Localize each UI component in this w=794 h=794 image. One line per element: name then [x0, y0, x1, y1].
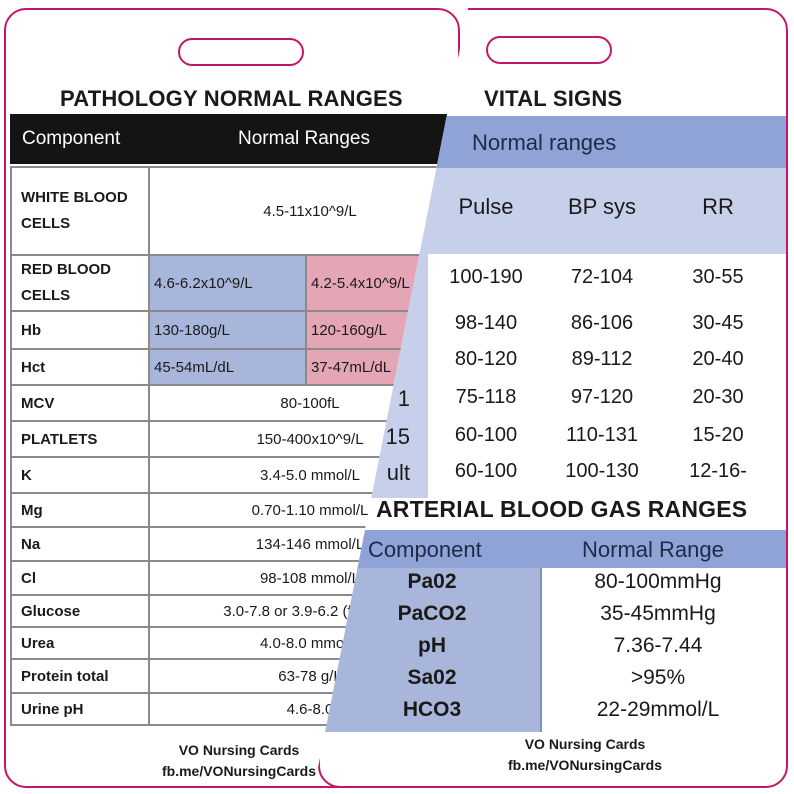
abg-component-column	[320, 568, 540, 732]
male-range-cell: 130-180g/L	[148, 310, 307, 350]
abg-column-divider	[540, 568, 542, 732]
abg-title: ARTERIAL BLOOD GAS RANGES	[376, 496, 748, 522]
component-cell: Hb	[10, 310, 150, 350]
rr-value: 15-20	[692, 424, 744, 446]
brand-link: fb.me/VONursingCards	[507, 757, 663, 773]
component-cell: RED BLOOD CELLS	[10, 254, 150, 312]
lanyard-slot	[486, 36, 612, 64]
component-cell: MCV	[10, 384, 150, 422]
column-pulse: Pulse	[458, 194, 514, 219]
table-row: RED BLOOD CELLS 4.6-6.2x10^9/L 4.2-5.4x1…	[10, 254, 458, 312]
normal-ranges-label: Normal ranges	[472, 130, 617, 155]
bp-sys-value: 89-112	[571, 348, 633, 370]
column-rr: RR	[702, 194, 734, 219]
component-cell: Hct	[10, 348, 150, 386]
pulse-value: 98-140	[454, 312, 518, 334]
brand-link: fb.me/VONursingCards	[161, 763, 317, 779]
bp-sys-value: 97-120	[570, 386, 634, 408]
pathology-footer: VO Nursing Cards fb.me/VONursingCards	[124, 740, 354, 782]
pulse-value: 60-100	[454, 460, 518, 482]
bp-sys-value: 110-131	[566, 424, 638, 446]
rr-value: 12-16-	[689, 460, 747, 482]
bp-sys-value: 100-130	[565, 460, 639, 482]
component-cell: Cl	[10, 560, 150, 596]
component-cell: K	[10, 456, 150, 494]
pathology-card: PATHOLOGY NORMAL RANGES Component Normal…	[4, 8, 460, 788]
age-label: 15	[385, 424, 410, 449]
component-cell: Glucose	[10, 594, 150, 628]
bp-sys-value: 86-106	[570, 312, 634, 334]
component-cell: Mg	[10, 492, 150, 528]
table-row: Hct 45-54mL/dL 37-47mL/dL	[10, 348, 458, 386]
abg-value: 22-29mmol/L	[596, 698, 720, 721]
rr-value: 20-40	[692, 348, 744, 370]
brand-name: VO Nursing Cards	[524, 736, 646, 752]
age-label: ult	[386, 460, 410, 485]
lanyard-slot	[178, 38, 304, 66]
component-cell: Urine pH	[10, 692, 150, 726]
rr-value: 20-30	[692, 386, 744, 408]
component-cell: Na	[10, 526, 150, 562]
table-row: Hb 130-180g/L 120-160g/L	[10, 310, 458, 350]
age-label: 1	[397, 386, 410, 411]
component-cell: Protein total	[10, 658, 150, 694]
abg-component: PaCO2	[397, 602, 467, 625]
column-bp-sys: BP sys	[567, 194, 637, 219]
abg-table-header: Component Normal Range	[320, 530, 786, 568]
pulse-value: 80-120	[454, 348, 518, 370]
male-range-cell: 4.6-6.2x10^9/L	[148, 254, 307, 312]
table-row: WHITE BLOOD CELLS 4.5-11x10^9/L	[10, 166, 458, 256]
header-normal-ranges: Normal Ranges	[238, 128, 370, 149]
pathology-table-header: Component Normal Ranges	[10, 114, 458, 164]
table-row: Glucose 3.0-7.8 or 3.9-6.2 (fasting)	[10, 594, 458, 628]
vital-signs-title: VITAL SIGNS	[484, 86, 623, 111]
table-row: Cl 98-108 mmol/L	[10, 560, 458, 596]
abg-value: >95%	[630, 666, 686, 689]
range-cell: 4.5-11x10^9/L	[148, 166, 458, 256]
male-range-cell: 45-54mL/dL	[148, 348, 307, 386]
abg-component: Sa02	[407, 666, 457, 689]
rr-value: 30-55	[692, 266, 744, 288]
table-row: Na 134-146 mmol/L	[10, 526, 458, 562]
abg-value: 35-45mmHg	[600, 602, 716, 625]
abg-value: 80-100mmHg	[594, 570, 722, 593]
pathology-table: WHITE BLOOD CELLS 4.5-11x10^9/L RED BLOO…	[10, 166, 458, 726]
pulse-value: 60-100	[454, 424, 518, 446]
abg-header-component: Component	[368, 537, 482, 562]
brand-name: VO Nursing Cards	[178, 742, 300, 758]
pulse-value: 100-190	[449, 266, 523, 288]
abg-component: Pa02	[407, 570, 457, 593]
abg-component: HCO3	[402, 698, 462, 721]
rr-value: 30-45	[692, 312, 744, 334]
bp-sys-value: 72-104	[570, 266, 634, 288]
component-cell: WHITE BLOOD CELLS	[10, 166, 150, 256]
abg-value: 7.36-7.44	[613, 634, 703, 657]
abg-component: pH	[418, 634, 446, 657]
component-cell: PLATLETS	[10, 420, 150, 458]
pulse-value: 75-118	[455, 386, 517, 408]
abg-header-normal-range: Normal Range	[582, 537, 724, 562]
component-cell: Urea	[10, 626, 150, 660]
header-component: Component	[22, 128, 121, 149]
vital-signs-footer: VO Nursing Cards fb.me/VONursingCards	[470, 734, 700, 776]
pathology-title: PATHOLOGY NORMAL RANGES	[60, 86, 403, 111]
